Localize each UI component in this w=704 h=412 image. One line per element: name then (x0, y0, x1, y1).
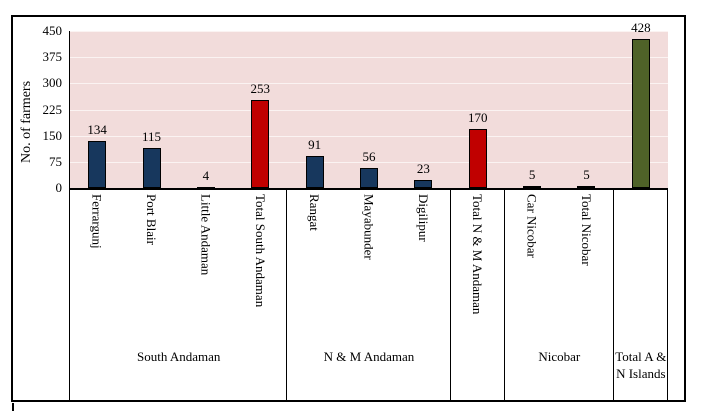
category-label: Mayabunder (361, 194, 377, 260)
bar-value-label: 5 (528, 167, 536, 183)
y-tick-label: 0 (55, 180, 63, 195)
gridline (70, 57, 668, 59)
group-divider (667, 188, 668, 400)
bar-value-label: 253 (250, 80, 271, 96)
bar-rangat (305, 156, 324, 188)
bar-value-label: 23 (416, 160, 430, 176)
bar-mayabunder (360, 168, 378, 188)
bar-total-south-andaman (251, 99, 270, 188)
group-divider (612, 188, 614, 400)
group-label: N & M Andaman (323, 349, 415, 364)
plot-area (70, 31, 668, 188)
bar-value-label: 428 (631, 19, 651, 35)
gridline (70, 109, 668, 111)
cursor-artifact (12, 403, 14, 411)
category-label: Car Nicobar (524, 194, 540, 258)
gridline (70, 83, 668, 85)
group-divider (286, 188, 288, 400)
y-tick-label: 150 (42, 127, 63, 143)
group-label: Total A & N Islands (615, 349, 667, 381)
chart-frame: No. of farmers 0 75 150 225 300 375 450 134 Ferr… (11, 15, 686, 402)
gridline (70, 135, 668, 137)
bar-digilipur (414, 179, 433, 188)
bar-value-label: 56 (362, 149, 376, 165)
bar-port-blair (142, 147, 161, 188)
category-label: Total Nicobar (578, 194, 594, 266)
group-label: Nicobar (538, 349, 581, 364)
y-tick-label: 375 (42, 49, 63, 65)
bar-value-label: 91 (308, 137, 322, 153)
category-label: Rangat (307, 194, 323, 231)
bar-total-nicobar (577, 186, 596, 189)
category-label: Ferrargunj (89, 194, 105, 249)
bar-value-label: 170 (467, 109, 488, 125)
y-tick-label: 75 (49, 153, 62, 169)
group-label: South Andaman (137, 349, 221, 364)
bar-value-label: 4 (202, 167, 210, 183)
category-label: Digilipur (415, 194, 431, 242)
y-tick-label: 225 (42, 101, 63, 117)
y-tick-label: 300 (42, 75, 63, 91)
bar-value-label: 134 (87, 122, 107, 138)
bar-value-label: 115 (142, 128, 162, 144)
group-divider (503, 188, 505, 400)
bar-ferrargunj (88, 141, 107, 188)
category-label: Little Andaman (198, 194, 214, 276)
category-label: Port Blair (144, 194, 160, 245)
category-label: Total N & M Andaman (470, 194, 486, 315)
bar-car-nicobar (523, 186, 542, 189)
bar-total-n-m-andaman (468, 128, 487, 188)
bar-little-andaman (196, 186, 215, 189)
y-axis-line (68, 31, 70, 400)
category-label: Total South Andaman (252, 194, 268, 308)
bar-value-label: 5 (583, 167, 590, 183)
gridline (70, 161, 668, 163)
y-tick-label: 450 (42, 23, 63, 38)
gridline (70, 31, 668, 32)
x-axis-line (68, 188, 668, 190)
group-divider (449, 188, 451, 400)
bar-total-a-n-islands (631, 38, 650, 188)
